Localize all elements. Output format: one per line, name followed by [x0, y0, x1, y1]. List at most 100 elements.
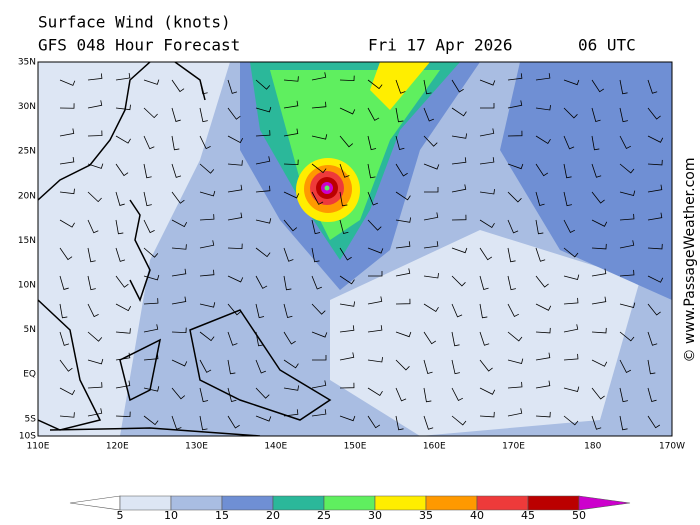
wind-barb	[619, 213, 635, 221]
wind-barb	[479, 411, 495, 418]
wind-barb	[311, 354, 327, 361]
wind-barb	[227, 359, 236, 375]
wind-barb	[451, 387, 464, 401]
wind-barb	[283, 331, 296, 345]
lat-label: 35N	[18, 58, 36, 68]
colorbar-label: 20	[266, 509, 280, 522]
wind-barb	[143, 386, 160, 392]
wind-barb	[563, 324, 579, 333]
wind-barb	[227, 275, 244, 283]
wind-barb	[367, 270, 383, 277]
wind-barb	[507, 381, 523, 389]
model: GFS 048 Hour Forecast	[38, 36, 240, 55]
wind-barb	[479, 188, 495, 195]
wind-barb	[199, 135, 211, 150]
wind-barb	[619, 302, 636, 308]
wind-barb	[479, 275, 489, 290]
wind-barb	[563, 386, 580, 392]
wind-barb	[143, 163, 152, 179]
wind-barb	[283, 219, 298, 232]
wind-barb	[59, 387, 76, 396]
wind-barb	[171, 415, 182, 430]
wind-barb	[255, 106, 272, 113]
wind-barb	[591, 191, 605, 204]
wind-barb	[423, 387, 432, 403]
wind-barb	[423, 79, 432, 95]
wind-barb	[59, 128, 75, 137]
wind-barb	[87, 247, 96, 263]
wind-barb	[59, 79, 76, 86]
wind-barb	[143, 219, 155, 234]
wind-barb	[423, 135, 438, 147]
wind-barb	[311, 219, 321, 235]
wind-barb	[283, 191, 300, 199]
wind-barb	[311, 134, 328, 140]
wind-barb	[423, 163, 440, 170]
wind-barb	[87, 331, 103, 342]
lon-label: 170W	[659, 442, 685, 452]
wind-barb	[367, 325, 383, 333]
colorbar-label: 40	[470, 509, 484, 522]
wind-barb	[59, 412, 75, 418]
wind-barb	[395, 79, 406, 94]
wind-barb	[115, 163, 129, 177]
wind-barb	[283, 159, 299, 166]
wind-barb	[591, 219, 608, 227]
wind-barb	[199, 269, 215, 277]
wind-barb	[255, 218, 272, 224]
wind-barb	[311, 409, 327, 417]
wind-barb	[451, 415, 467, 426]
wind-barb	[87, 408, 103, 417]
wind-barb	[535, 411, 551, 418]
wind-barb	[535, 247, 546, 262]
wind-barb	[479, 102, 495, 109]
wind-barb	[199, 107, 208, 123]
wind-barb	[619, 387, 628, 403]
wind-barb	[591, 268, 607, 277]
wind-barb	[395, 298, 411, 305]
colorbar-label: 30	[368, 509, 382, 522]
wind-barb	[311, 72, 327, 81]
wind-barb	[451, 275, 466, 287]
wind-barb	[591, 387, 605, 400]
wind-barb	[619, 79, 628, 95]
wind-barb	[171, 191, 185, 204]
wind-barb	[395, 241, 411, 249]
wind-barb	[619, 359, 632, 373]
colorbar-swatch	[170, 495, 223, 511]
wind-barb	[647, 79, 658, 94]
wind-barb	[87, 275, 96, 291]
lon-label: 160E	[423, 442, 446, 452]
lon-label: 180	[584, 442, 601, 452]
lon-label: 140E	[264, 442, 287, 452]
wind-barb	[479, 359, 493, 372]
map	[38, 62, 672, 436]
wind-barb	[563, 191, 572, 207]
lon-label: 130E	[185, 442, 208, 452]
lat-label: 30N	[18, 102, 36, 112]
wind-barb	[59, 275, 69, 290]
wind-barb	[647, 303, 661, 316]
wind-barb	[59, 156, 75, 165]
wind-barb	[563, 353, 579, 361]
wind-barb	[339, 191, 348, 207]
wind-barb	[255, 185, 271, 193]
wind-barb	[451, 359, 460, 375]
wind-barb	[199, 302, 216, 308]
wind-barb	[59, 331, 70, 346]
wind-barb	[451, 214, 467, 221]
wind-barb	[563, 135, 575, 150]
wind-barb	[311, 331, 328, 338]
wind-barb	[339, 352, 355, 361]
wind-barb	[619, 415, 628, 431]
wind-barb	[367, 387, 383, 396]
lat-label: 10N	[18, 281, 36, 291]
wind-barb	[199, 415, 208, 431]
wind-barb	[59, 188, 75, 195]
wind-barb	[423, 107, 435, 122]
wind-barb	[311, 191, 324, 205]
wind-barb	[171, 244, 187, 250]
wind-barb	[591, 415, 602, 430]
wind-barb	[339, 325, 355, 333]
